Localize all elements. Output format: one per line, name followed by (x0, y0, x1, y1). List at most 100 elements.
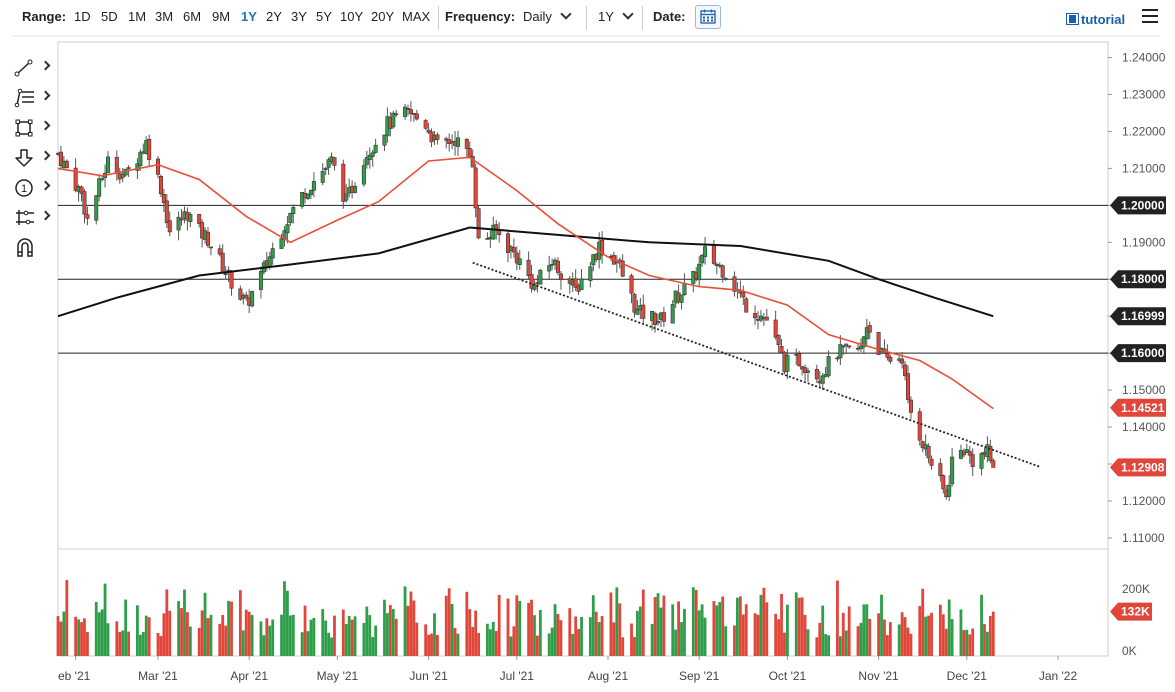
volume-bar (97, 612, 101, 656)
candle-body (653, 313, 658, 325)
candle-body (547, 265, 552, 272)
candle-body (291, 207, 296, 215)
price-badge-label: 1.16000 (1121, 346, 1165, 360)
volume-bar (230, 601, 233, 656)
candle-body (697, 263, 702, 281)
range-3y-button[interactable]: 3Y (291, 9, 307, 24)
volume-bar (180, 608, 183, 656)
volume-bar (880, 594, 883, 656)
volume-bar (427, 634, 430, 656)
candle-body (120, 173, 125, 178)
menu-button[interactable] (1142, 9, 1158, 23)
range-max-button[interactable]: MAX (402, 9, 431, 24)
volume-bar (371, 637, 375, 656)
volume-bar (947, 599, 951, 656)
candle-body (100, 178, 105, 181)
candle-body (217, 248, 222, 255)
magnet-tool-button[interactable] (14, 234, 52, 258)
candle-body (814, 368, 819, 380)
volume-bar (353, 616, 357, 656)
tutorial-link[interactable]: tutorial (1066, 12, 1125, 27)
volume-bar (136, 605, 139, 656)
volume-bar (394, 618, 398, 656)
range-5y-button[interactable]: 5Y (316, 9, 332, 24)
volume-bar (106, 623, 110, 656)
range-2y-button[interactable]: 2Y (266, 9, 282, 24)
candle-body (161, 194, 166, 203)
volume-bar (227, 600, 230, 656)
candle-body (244, 294, 249, 298)
candle-body (326, 159, 331, 168)
volume-bar (577, 629, 580, 656)
range-20y-button[interactable]: 20Y (371, 9, 395, 24)
candle-body (156, 158, 161, 175)
volume-bar (980, 594, 983, 656)
candle-body (323, 167, 328, 171)
y-tick-label: 1.14000 (1122, 420, 1166, 434)
candle-body (305, 193, 310, 199)
arrow-tool-button[interactable] (14, 146, 52, 170)
candle-body (408, 109, 413, 115)
rectangle-tool-button[interactable] (14, 116, 52, 140)
candle-body (164, 200, 169, 224)
frequency-dropdown[interactable]: Daily (523, 8, 572, 24)
volume-bar (188, 626, 192, 656)
candle-body (926, 445, 931, 459)
y-tick-label: 1.12000 (1122, 494, 1166, 508)
measure-tool-button[interactable] (14, 206, 52, 230)
candle-body (176, 216, 181, 231)
fibonacci-tool-button[interactable] (14, 86, 52, 110)
candle-body (785, 355, 790, 372)
range-5d-button[interactable]: 5D (101, 9, 118, 24)
volume-bar (286, 590, 289, 656)
price-badge (1110, 344, 1166, 363)
volume-bar (797, 597, 801, 656)
range-10y-button[interactable]: 10Y (340, 9, 364, 24)
volume-bar (918, 605, 922, 656)
trendline[interactable] (472, 261, 1041, 468)
volume-bar (786, 604, 789, 656)
volume-bar (386, 613, 389, 656)
volume-bar (803, 615, 807, 656)
volume-bar (827, 635, 830, 656)
volume-bar (127, 631, 130, 656)
candle-body (423, 120, 428, 129)
annotation-tool-button[interactable]: 1 (14, 176, 52, 200)
range-1d-button[interactable]: 1D (74, 9, 91, 24)
volume-bar (327, 632, 330, 656)
volume-bar (306, 631, 310, 656)
volume-bar (697, 610, 701, 656)
line-tool-button[interactable] (14, 56, 52, 80)
volume-bar (362, 622, 366, 656)
range-9m-button[interactable]: 9M (212, 9, 231, 24)
range-3m-button[interactable]: 3M (155, 9, 174, 24)
calendar-button[interactable] (695, 5, 721, 29)
volume-bar (283, 581, 286, 656)
candle-body (476, 208, 481, 239)
volume-bar (512, 626, 516, 656)
volume-bar (618, 603, 622, 656)
candle-body (861, 336, 866, 348)
range-6m-button[interactable]: 6M (183, 9, 202, 24)
candle-body (308, 190, 313, 196)
candle-body (805, 370, 810, 373)
candle-body (917, 411, 922, 441)
volume-bar (988, 615, 992, 656)
volume-bar (118, 632, 122, 656)
candle-body (58, 151, 63, 166)
candle-body (106, 156, 111, 173)
y-tick-label: 1.15000 (1122, 383, 1166, 397)
candle-body (620, 260, 625, 277)
range-1m-button[interactable]: 1M (128, 9, 147, 24)
volume-bar (868, 618, 872, 656)
range-1y-button[interactable]: 1Y (241, 9, 257, 24)
line-tool-icon (14, 59, 33, 77)
volume-bar (821, 605, 825, 656)
price-badge (1110, 196, 1166, 215)
candle-body (753, 313, 758, 319)
volume-bar (453, 628, 457, 656)
fibonacci-tool-icon (14, 88, 34, 108)
period-dropdown[interactable]: 1Y (598, 8, 634, 24)
x-tick-label: Aug '21 (588, 669, 629, 683)
